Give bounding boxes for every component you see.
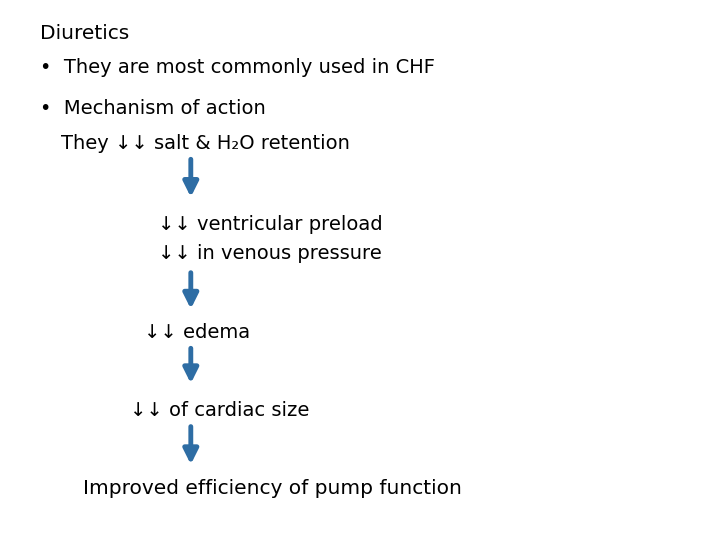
Text: •  They are most commonly used in CHF: • They are most commonly used in CHF [40, 58, 435, 77]
Text: Improved efficiency of pump function: Improved efficiency of pump function [83, 479, 462, 498]
Text: ↓↓ of cardiac size: ↓↓ of cardiac size [130, 401, 309, 420]
Text: ↓↓ edema: ↓↓ edema [144, 322, 250, 342]
Text: Diuretics: Diuretics [40, 24, 129, 43]
Text: •  Mechanism of action: • Mechanism of action [40, 98, 266, 118]
Text: ↓↓ in venous pressure: ↓↓ in venous pressure [158, 244, 382, 264]
Text: ↓↓ ventricular preload: ↓↓ ventricular preload [158, 214, 383, 234]
Text: They ↓↓ salt & H₂O retention: They ↓↓ salt & H₂O retention [61, 133, 350, 153]
